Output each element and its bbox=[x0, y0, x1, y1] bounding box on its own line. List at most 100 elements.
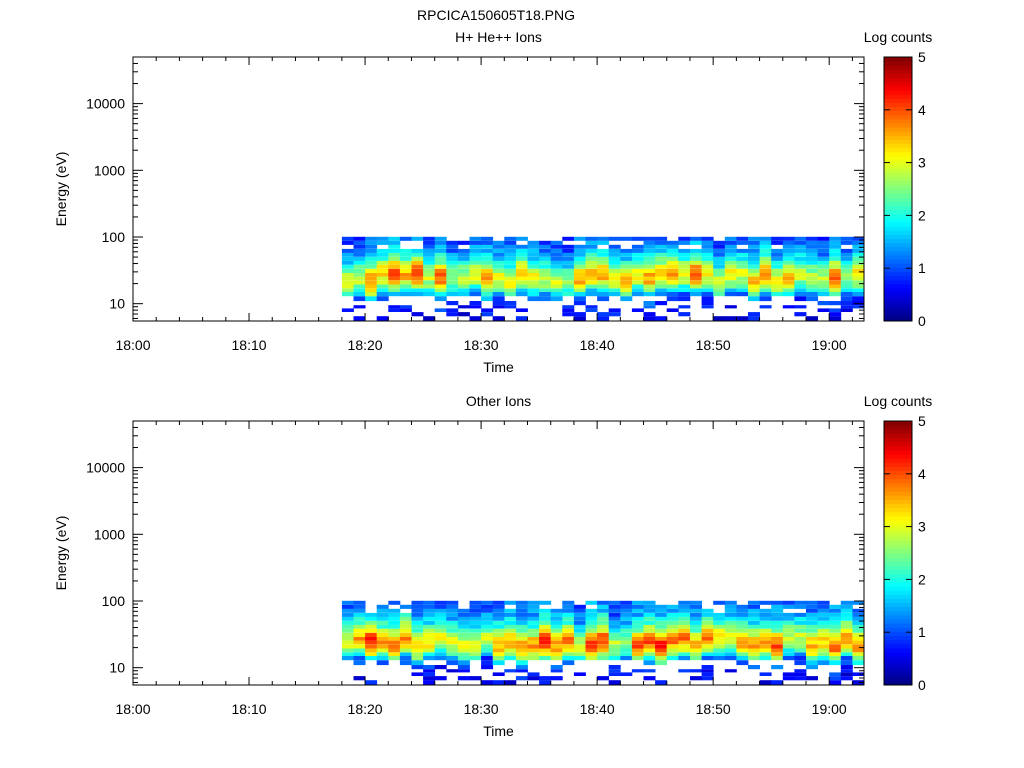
heatmap-cell bbox=[782, 248, 795, 253]
heatmap-cell bbox=[446, 648, 459, 653]
heatmap-cell bbox=[341, 292, 354, 297]
heatmap-cell bbox=[713, 292, 726, 297]
heatmap-cell bbox=[539, 240, 552, 245]
heatmap-cell bbox=[492, 248, 505, 253]
heatmap-cell bbox=[713, 248, 726, 253]
colorbar-segment bbox=[884, 466, 912, 472]
heatmap-cell bbox=[341, 260, 354, 265]
heatmap-cell bbox=[399, 616, 412, 621]
heatmap-cell bbox=[388, 236, 401, 241]
heatmap-cell bbox=[690, 248, 702, 253]
heatmap-cell bbox=[492, 628, 505, 633]
heatmap-cell bbox=[376, 656, 389, 661]
heatmap-cell bbox=[550, 624, 563, 629]
heatmap-cell bbox=[724, 284, 737, 289]
heatmap-cell bbox=[643, 280, 656, 285]
heatmap-cell bbox=[701, 248, 714, 253]
heatmap-cell bbox=[771, 628, 784, 633]
heatmap-cell bbox=[666, 604, 679, 609]
heatmap-cell bbox=[469, 264, 482, 269]
heatmap-cell bbox=[446, 608, 459, 613]
heatmap-cell bbox=[562, 252, 575, 257]
heatmap-cell bbox=[794, 284, 807, 289]
x-axis-label: Time bbox=[483, 723, 514, 739]
heatmap-cell bbox=[446, 288, 459, 292]
heatmap-cell bbox=[608, 612, 621, 617]
heatmap-cell bbox=[620, 616, 633, 621]
heatmap-cell bbox=[341, 248, 354, 253]
heatmap-cell bbox=[353, 284, 366, 289]
heatmap-cell bbox=[655, 640, 668, 645]
heatmap-cell bbox=[341, 604, 354, 609]
heatmap-cell bbox=[341, 624, 354, 629]
heatmap-cell bbox=[852, 680, 865, 685]
heatmap-cell bbox=[748, 240, 760, 245]
heatmap-cell bbox=[539, 272, 552, 277]
heatmap-cell bbox=[806, 296, 818, 302]
heatmap-cell bbox=[829, 612, 842, 617]
y-tick-label: 10000 bbox=[86, 96, 125, 112]
heatmap-cell bbox=[806, 616, 818, 621]
heatmap-cell bbox=[365, 636, 378, 641]
heatmap-cell bbox=[748, 284, 760, 289]
heatmap-cell bbox=[724, 305, 737, 309]
heatmap-cell bbox=[399, 292, 412, 297]
heatmap-cell bbox=[457, 268, 470, 273]
heatmap-cell bbox=[341, 236, 354, 241]
heatmap-cell bbox=[794, 652, 807, 656]
heatmap-cell bbox=[457, 640, 470, 645]
colorbar-segment bbox=[884, 524, 912, 529]
colorbar-segment bbox=[884, 515, 912, 521]
heatmap-cells bbox=[341, 236, 865, 321]
heatmap-cell bbox=[724, 288, 737, 292]
heatmap-cell bbox=[771, 680, 784, 685]
heatmap-cell bbox=[469, 240, 482, 245]
heatmap-cell bbox=[562, 272, 575, 277]
heatmap-cell bbox=[562, 244, 575, 249]
heatmap-cell bbox=[852, 292, 865, 297]
heatmap-cell bbox=[399, 308, 412, 312]
heatmap-cell bbox=[365, 620, 378, 625]
colorbar-segment bbox=[884, 548, 912, 554]
heatmap-cell bbox=[597, 612, 610, 617]
heatmap-cell bbox=[341, 644, 354, 649]
colorbar-segment bbox=[884, 172, 912, 178]
heatmap-cell bbox=[736, 288, 749, 292]
heatmap-cell bbox=[423, 264, 436, 269]
heatmap-cell bbox=[365, 680, 378, 685]
heatmap-cell bbox=[446, 264, 459, 269]
heatmap-cell bbox=[504, 305, 517, 309]
heatmap-cell bbox=[504, 248, 517, 253]
heatmap-cell bbox=[794, 252, 807, 257]
heatmap-cell bbox=[539, 640, 552, 645]
heatmap-cell bbox=[829, 280, 842, 285]
heatmap-cell bbox=[504, 276, 517, 281]
heatmap-cell bbox=[608, 280, 621, 285]
heatmap-cell bbox=[620, 652, 633, 656]
heatmap-cell bbox=[388, 284, 401, 289]
heatmap-cell bbox=[481, 608, 494, 613]
heatmap-cell bbox=[434, 280, 447, 285]
heatmap-cell bbox=[597, 284, 610, 289]
heatmap-cell bbox=[852, 648, 865, 653]
heatmap-cell bbox=[690, 608, 702, 613]
heatmap-cell bbox=[643, 305, 656, 309]
colorbar-segment bbox=[884, 429, 912, 434]
heatmap-cell bbox=[353, 316, 366, 321]
heatmap-cell bbox=[573, 620, 586, 625]
heatmap-cell bbox=[341, 656, 354, 661]
heatmap-cell bbox=[724, 272, 737, 277]
heatmap-cell bbox=[388, 305, 401, 309]
heatmap-cell bbox=[423, 316, 436, 321]
heatmap-cell bbox=[794, 604, 807, 609]
heatmap-cell bbox=[701, 669, 714, 673]
heatmap-cell bbox=[515, 604, 528, 609]
colorbar-segment bbox=[884, 226, 912, 231]
heatmap-cell bbox=[666, 280, 679, 285]
heatmap-cell bbox=[481, 256, 494, 261]
heatmap-cell bbox=[678, 305, 691, 309]
heatmap-cell bbox=[457, 276, 470, 281]
heatmap-cell bbox=[353, 616, 366, 621]
heatmap-cell bbox=[585, 652, 598, 656]
colorbar-segment bbox=[884, 441, 912, 447]
